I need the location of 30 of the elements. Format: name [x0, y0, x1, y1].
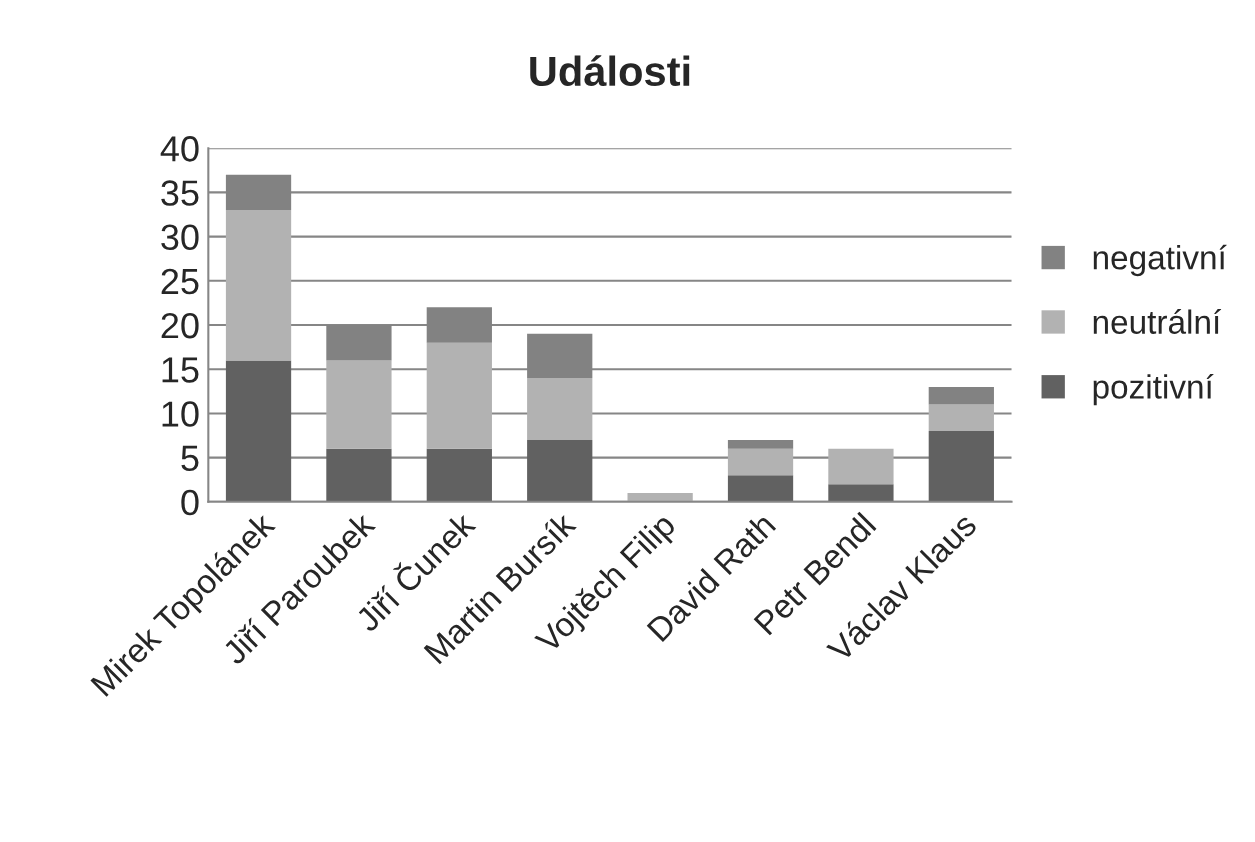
bar	[727, 448, 794, 476]
bar	[928, 431, 994, 502]
bar	[225, 210, 292, 361]
bar	[326, 448, 392, 502]
y-tick-label: 20	[161, 312, 199, 339]
bar	[828, 484, 894, 502]
y-tick-label: 5	[181, 445, 199, 472]
bar	[928, 404, 994, 432]
bar	[727, 439, 794, 449]
bar	[426, 448, 492, 502]
y-tick-label: 10	[162, 401, 199, 427]
y-tick-label: 0	[181, 489, 199, 516]
y-tick-label: 25	[161, 268, 199, 295]
y-tick-label: 15	[162, 357, 199, 383]
bar	[225, 360, 292, 502]
bar	[727, 475, 794, 502]
y-tick-label: 30	[161, 224, 199, 251]
bar	[326, 360, 392, 449]
bar	[828, 448, 894, 485]
chart-title: Události	[530, 55, 690, 87]
bar	[928, 386, 994, 405]
bar	[527, 378, 593, 440]
bar	[627, 492, 693, 502]
legend-label: pozitivní	[1093, 373, 1214, 406]
bar	[426, 342, 492, 449]
y-tick-label: 40	[160, 136, 199, 162]
legend-label: negativní	[1093, 244, 1227, 277]
bar	[527, 439, 593, 502]
y-tick-label: 35	[161, 180, 199, 206]
legend-label: neutrální	[1093, 309, 1222, 334]
